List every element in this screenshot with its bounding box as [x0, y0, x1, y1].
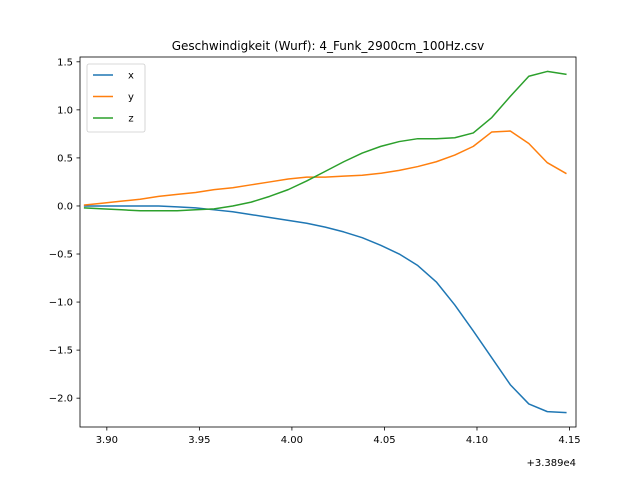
series-line-y	[83, 130, 567, 206]
y-tick-label: −0.5	[49, 250, 73, 261]
x-tick-label: 4.00	[281, 435, 303, 446]
series-line-x	[83, 205, 567, 414]
y-tick-label: −2.0	[49, 394, 73, 405]
x-tick-label: 4.05	[373, 435, 395, 446]
chart-title: Geschwindigkeit (Wurf): 4_Funk_2900cm_10…	[172, 39, 485, 53]
series-line-z	[83, 70, 567, 212]
y-tick-label: −1.0	[49, 298, 73, 309]
x-tick-label: 4.10	[466, 435, 488, 446]
legend-label-y: y	[128, 92, 134, 103]
x-tick-label: 3.90	[96, 435, 118, 446]
legend: xyz	[86, 63, 146, 133]
axes: 3.90 3.95 4.00 4.05 4.10 4.15 1.5 1.0 0.5 0.0 −0.5…	[49, 56, 581, 446]
plot-area	[83, 70, 567, 414]
x-axis-offset-label: +3.389e4	[526, 458, 576, 469]
legend-label-z: z	[128, 114, 133, 125]
y-tick-label: 1.5	[57, 57, 73, 68]
y-tick-label: 1.0	[57, 105, 73, 116]
y-tick-label: 0.0	[57, 201, 73, 212]
x-tick-label: 4.15	[558, 435, 580, 446]
y-tick-label: 0.5	[57, 153, 73, 164]
y-tick-label: −1.5	[49, 346, 73, 357]
legend-label-x: x	[128, 71, 134, 82]
axes-frame	[79, 56, 577, 428]
legend-box	[86, 63, 146, 133]
x-tick-label: 3.95	[188, 435, 210, 446]
